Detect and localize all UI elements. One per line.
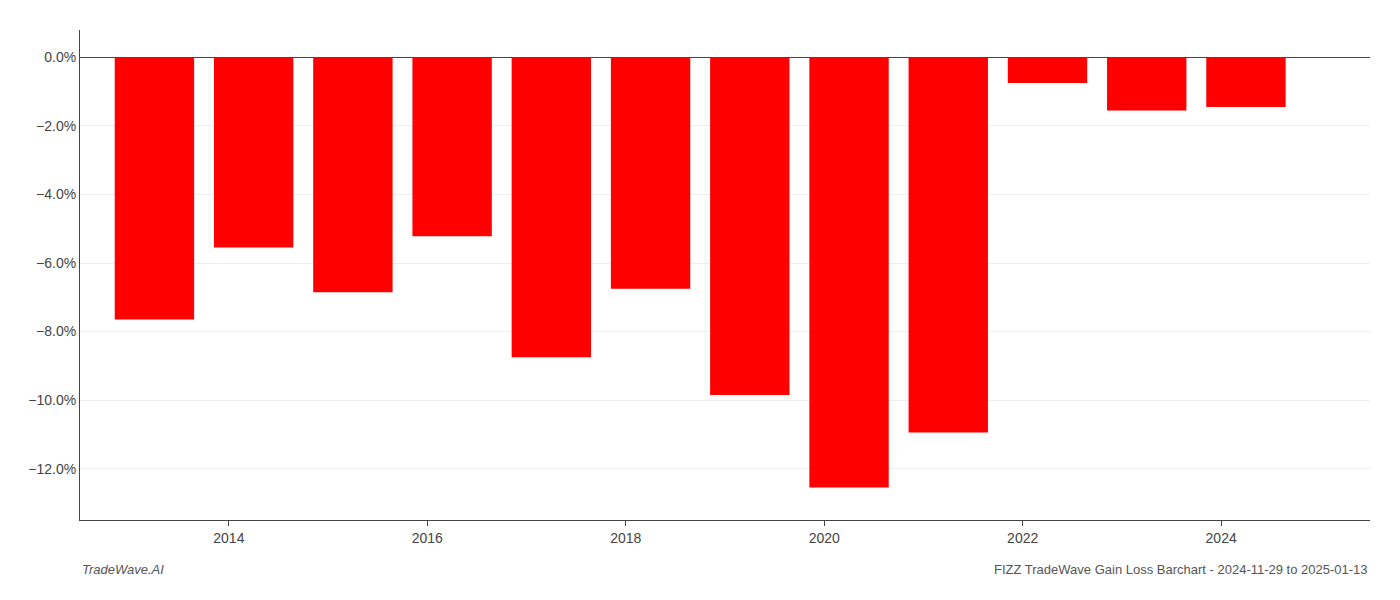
svg-text:−12.0%: −12.0% [28,461,76,477]
svg-text:−6.0%: −6.0% [36,255,76,271]
svg-text:2024: 2024 [1206,530,1237,546]
svg-text:2018: 2018 [610,530,641,546]
svg-text:2014: 2014 [213,530,244,546]
svg-text:−8.0%: −8.0% [36,323,76,339]
svg-text:2016: 2016 [412,530,443,546]
svg-text:2020: 2020 [809,530,840,546]
svg-text:2022: 2022 [1007,530,1038,546]
svg-text:0.0%: 0.0% [44,49,76,65]
svg-text:−2.0%: −2.0% [36,118,76,134]
svg-text:TradeWave.AI: TradeWave.AI [82,562,164,577]
svg-text:−4.0%: −4.0% [36,186,76,202]
svg-text:FIZZ TradeWave Gain Loss Barch: FIZZ TradeWave Gain Loss Barchart - 2024… [994,562,1368,577]
svg-text:−10.0%: −10.0% [28,392,76,408]
